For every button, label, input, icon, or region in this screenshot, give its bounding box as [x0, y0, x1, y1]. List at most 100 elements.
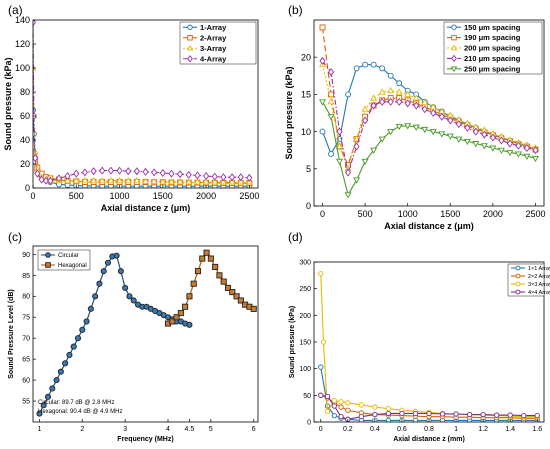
data-point: [385, 410, 392, 417]
data-point: [489, 145, 497, 152]
data-point: [117, 268, 124, 275]
data-point: [92, 293, 99, 300]
data-point: [439, 411, 446, 417]
legend: 1×1 Array 2×2 Array 3×3 Array 4×4 Array: [507, 263, 550, 297]
data-point: [186, 321, 193, 328]
y-tick-label: 40: [20, 135, 30, 145]
plot-area: [33, 20, 253, 188]
data-point: [480, 411, 486, 418]
legend-marker: [515, 281, 521, 287]
data-point: [395, 88, 403, 95]
data-point: [507, 412, 513, 418]
data-point: [36, 410, 43, 417]
x-tick-label: 2000: [483, 209, 503, 219]
legend-label: 210 μm spacing: [464, 54, 521, 63]
data-point: [372, 411, 378, 418]
legend-label: 2-Array: [200, 33, 227, 42]
data-point: [185, 170, 192, 179]
data-point: [421, 126, 429, 134]
data-point: [472, 127, 479, 136]
data-point: [523, 153, 531, 160]
x-tick-label: 1500: [440, 209, 460, 219]
legend-label: 1-Array: [200, 23, 227, 32]
legend-label: 2×2 Array: [528, 274, 550, 280]
data-point: [220, 173, 227, 182]
data-point: [250, 305, 257, 312]
data-point: [194, 171, 201, 180]
series-line-3: [321, 64, 536, 171]
x-tick-label: 1000: [398, 209, 418, 219]
axes-frame: [32, 19, 259, 189]
data-point: [338, 404, 344, 410]
data-point: [176, 178, 184, 185]
legend-label: 3-Array: [200, 44, 227, 53]
data-point: [133, 167, 140, 176]
data-point: [159, 178, 167, 185]
data-point: [387, 97, 394, 106]
data-point: [387, 129, 395, 136]
data-point: [338, 414, 344, 420]
data-point: [168, 169, 175, 178]
data-point: [104, 259, 112, 266]
data-point: [202, 178, 210, 185]
data-point: [62, 360, 69, 367]
legend-marker: [515, 273, 521, 279]
data-point: [319, 128, 326, 135]
legend-marker: [515, 265, 521, 271]
data-point: [150, 177, 158, 184]
legend-label: 250 μm spacing: [464, 64, 521, 73]
data-point: [64, 177, 72, 184]
x-tick-label: 2000: [196, 191, 216, 201]
data-point: [318, 99, 327, 106]
data-point: [353, 65, 360, 72]
chart-panel-3: (c) 1 2 3 4 4.5 5 6 55 60 65 70 75 80 85 90 Frequency (M…: [8, 230, 259, 443]
y-tick-label: 250: [299, 286, 311, 293]
x-tick-label: 0: [30, 191, 35, 201]
data-point: [42, 176, 50, 185]
data-point: [421, 98, 429, 106]
y-tick-label: 20: [20, 159, 30, 169]
y-tick-label: 80: [22, 294, 30, 301]
data-point: [40, 402, 47, 409]
y-tick-label: 60: [22, 378, 30, 385]
y-tick-label: 120: [15, 39, 30, 49]
data-point: [429, 129, 437, 136]
x-tick-label: 0: [319, 426, 323, 433]
y-axis-label: Sound pressure (kPa): [289, 306, 296, 378]
y-tick-label: 200: [299, 313, 311, 320]
legend-marker: [451, 54, 457, 63]
x-tick-label: 1000: [110, 191, 130, 201]
data-point: [233, 293, 240, 300]
x-tick-label: 1500: [153, 191, 173, 201]
data-point: [107, 166, 114, 175]
series-line-1: [33, 109, 250, 187]
data-point: [378, 88, 386, 95]
data-point: [396, 97, 403, 106]
data-point: [185, 178, 193, 185]
data-point: [237, 297, 244, 304]
data-point: [182, 303, 189, 310]
panel-label: (a): [8, 3, 23, 17]
legend-marker: [450, 66, 458, 73]
annotation: Hexagonal: 90.4 dB @ 4.9 MHz: [38, 409, 122, 415]
x-tick-label: 0.2: [343, 426, 353, 433]
data-point: [532, 146, 539, 155]
legend-label: 1×1 Array: [528, 266, 550, 272]
legend-marker: [187, 24, 193, 30]
data-point: [327, 68, 335, 77]
x-tick-label: 5: [209, 426, 213, 433]
axes-frame: [313, 19, 545, 207]
data-point: [327, 98, 335, 105]
data-point: [167, 178, 175, 185]
y-axis-label: Sound pressure (kPa): [284, 66, 294, 159]
panel-label: (d): [288, 230, 303, 244]
y-tick-label: 55: [22, 398, 30, 405]
data-point: [404, 123, 412, 130]
data-point: [345, 168, 352, 177]
data-point: [219, 178, 227, 185]
data-point: [186, 293, 193, 300]
plot-area: [318, 24, 540, 199]
series-line-4: [322, 60, 536, 175]
data-point: [345, 407, 351, 413]
